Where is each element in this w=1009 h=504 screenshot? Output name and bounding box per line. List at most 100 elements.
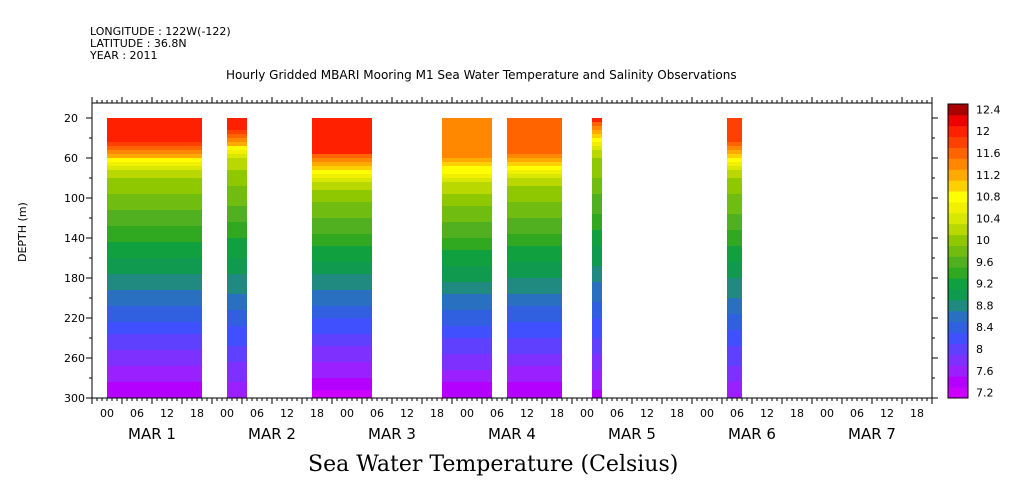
data-cell — [727, 390, 742, 395]
data-cell — [592, 346, 602, 351]
data-cell — [227, 346, 247, 351]
data-cell — [107, 278, 202, 283]
colorbar-label: 8.4 — [976, 321, 994, 334]
data-cell — [107, 314, 202, 319]
data-cell — [227, 254, 247, 259]
data-cell — [727, 246, 742, 251]
data-cell — [592, 190, 602, 195]
data-cell — [442, 390, 492, 395]
data-cell — [107, 298, 202, 303]
colorbar-swatch — [948, 376, 968, 388]
data-cell — [592, 174, 602, 179]
data-cell — [312, 222, 372, 227]
data-cell — [592, 226, 602, 231]
data-cell — [312, 194, 372, 199]
data-cell — [107, 178, 202, 183]
data-cell — [312, 290, 372, 295]
data-cell — [442, 150, 492, 155]
x-hour-label: 06 — [610, 407, 624, 420]
data-cell — [592, 130, 602, 135]
data-segment — [592, 118, 602, 399]
data-cell — [727, 346, 742, 351]
data-cell — [227, 378, 247, 383]
data-cell — [727, 138, 742, 143]
data-cell — [727, 178, 742, 183]
data-cell — [507, 202, 562, 207]
data-cell — [442, 218, 492, 223]
data-cell — [442, 162, 492, 167]
data-cell — [592, 210, 602, 215]
data-cell — [442, 374, 492, 379]
data-cell — [227, 306, 247, 311]
x-hour-label: 00 — [220, 407, 234, 420]
data-cell — [592, 266, 602, 271]
data-cell — [312, 278, 372, 283]
x-hour-label: 00 — [580, 407, 594, 420]
data-cell — [107, 118, 202, 123]
data-cell — [442, 146, 492, 151]
data-cell — [312, 270, 372, 275]
data-cell — [312, 186, 372, 191]
data-cell — [227, 186, 247, 191]
data-cell — [507, 214, 562, 219]
colorbar-swatch — [948, 256, 968, 268]
data-cell — [592, 258, 602, 263]
data-cell — [592, 294, 602, 299]
y-tick-label: 300 — [64, 392, 85, 405]
data-cell — [727, 286, 742, 291]
data-cell — [442, 122, 492, 127]
data-cell — [592, 354, 602, 359]
data-cell — [592, 314, 602, 319]
data-cell — [507, 350, 562, 355]
data-cell — [507, 270, 562, 275]
data-cell — [507, 238, 562, 243]
colorbar-label: 8 — [976, 343, 983, 356]
data-cell — [442, 394, 492, 399]
data-cell — [507, 262, 562, 267]
data-cell — [507, 242, 562, 247]
data-cell — [312, 366, 372, 371]
colorbar-label: 7.2 — [976, 387, 994, 400]
data-cell — [592, 290, 602, 295]
data-cell — [442, 346, 492, 351]
chart-subtitle: Sea Water Temperature (Celsius) — [308, 452, 679, 477]
data-cell — [312, 298, 372, 303]
data-cell — [727, 146, 742, 151]
data-cell — [227, 330, 247, 335]
data-cell — [107, 350, 202, 355]
data-cell — [312, 190, 372, 195]
chart-title: Hourly Gridded MBARI Mooring M1 Sea Wate… — [226, 68, 737, 82]
data-cell — [312, 150, 372, 155]
data-cell — [312, 266, 372, 271]
data-cell — [227, 222, 247, 227]
data-cell — [507, 378, 562, 383]
data-cell — [312, 314, 372, 319]
x-hour-label: 12 — [280, 407, 294, 420]
data-cell — [227, 142, 247, 147]
data-cell — [107, 394, 202, 399]
data-cell — [592, 334, 602, 339]
x-day-label: MAR 7 — [848, 425, 896, 443]
data-cell — [592, 390, 602, 395]
data-cell — [107, 134, 202, 139]
data-cell — [107, 358, 202, 363]
data-cell — [107, 310, 202, 315]
x-hour-label: 12 — [400, 407, 414, 420]
data-cell — [227, 250, 247, 255]
colorbar-swatch — [948, 234, 968, 246]
data-cell — [227, 358, 247, 363]
data-cell — [727, 222, 742, 227]
data-cell — [312, 122, 372, 127]
data-cell — [312, 330, 372, 335]
data-cell — [227, 130, 247, 135]
data-cell — [727, 194, 742, 199]
data-cell — [727, 202, 742, 207]
data-cell — [507, 122, 562, 127]
data-cell — [727, 118, 742, 123]
data-cell — [227, 390, 247, 395]
data-cell — [312, 326, 372, 331]
data-cell — [507, 130, 562, 135]
data-cell — [312, 310, 372, 315]
data-cell — [592, 326, 602, 331]
data-cell — [442, 206, 492, 211]
